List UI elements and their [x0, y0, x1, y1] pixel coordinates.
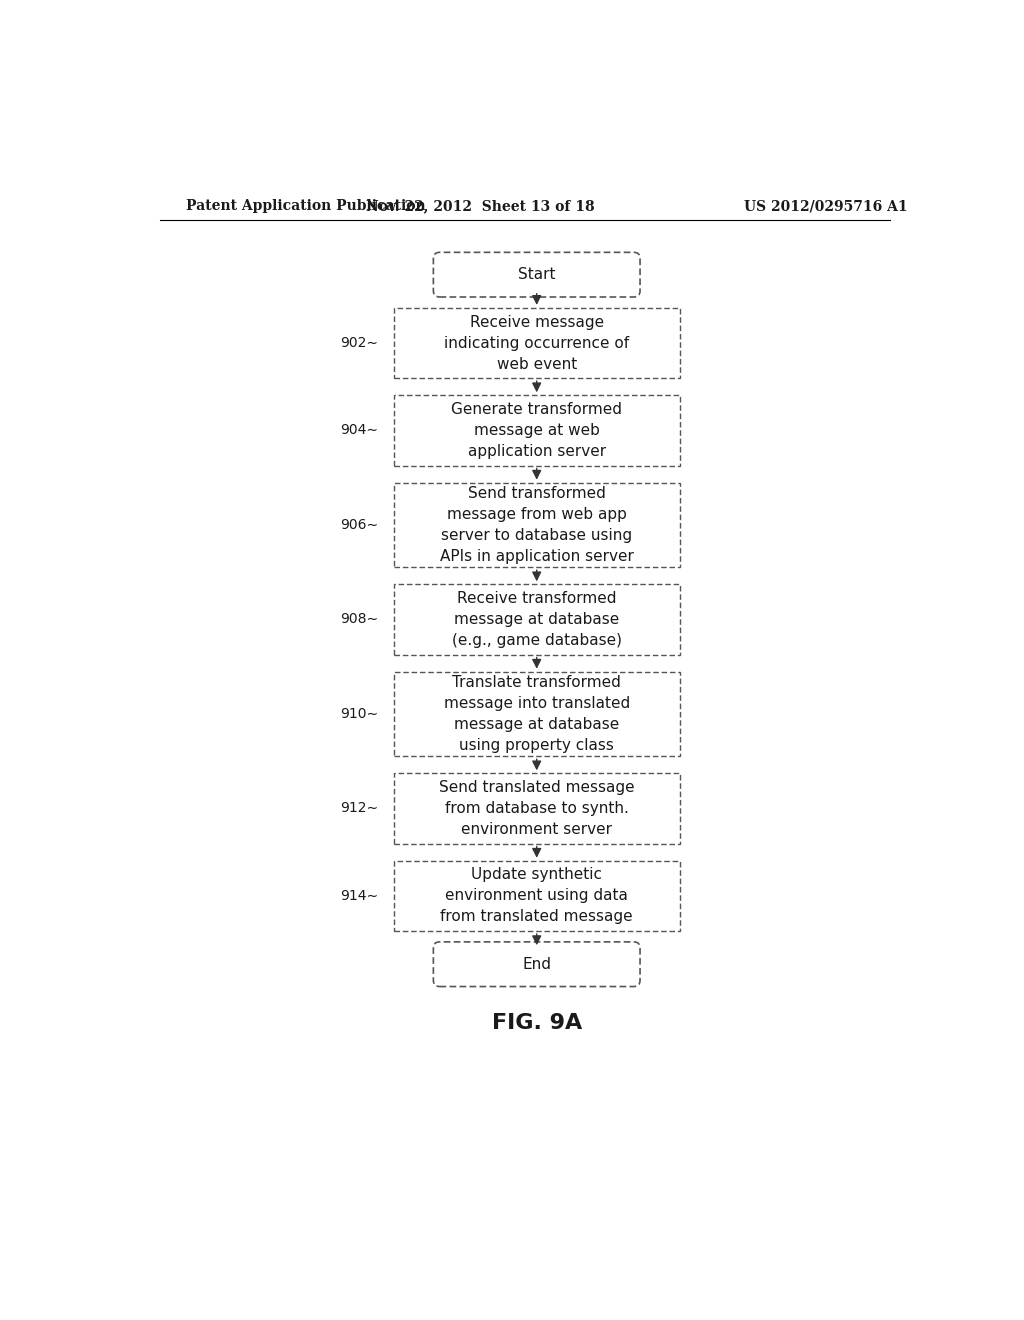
Text: 912∼: 912∼: [340, 801, 378, 816]
Text: 906∼: 906∼: [340, 517, 378, 532]
Bar: [394, 483, 680, 568]
Text: Receive message
indicating occurrence of
web event: Receive message indicating occurrence of…: [444, 314, 630, 371]
Text: 902∼: 902∼: [340, 337, 378, 350]
Text: Receive transformed
message at database
(e.g., game database): Receive transformed message at database …: [452, 591, 622, 648]
Text: US 2012/0295716 A1: US 2012/0295716 A1: [743, 199, 907, 213]
Text: Patent Application Publication: Patent Application Publication: [186, 199, 426, 213]
Text: Nov. 22, 2012  Sheet 13 of 18: Nov. 22, 2012 Sheet 13 of 18: [367, 199, 595, 213]
FancyBboxPatch shape: [433, 942, 640, 986]
Text: 914∼: 914∼: [340, 888, 378, 903]
Text: FIG. 9A: FIG. 9A: [492, 1012, 582, 1032]
FancyBboxPatch shape: [433, 252, 640, 297]
Text: Translate transformed
message into translated
message at database
using property: Translate transformed message into trans…: [443, 675, 630, 752]
Bar: [394, 672, 680, 756]
Text: 910∼: 910∼: [340, 708, 378, 721]
Text: Update synthetic
environment using data
from translated message: Update synthetic environment using data …: [440, 867, 633, 924]
Bar: [394, 308, 680, 379]
Text: 908∼: 908∼: [340, 612, 378, 627]
Text: Start: Start: [518, 267, 555, 282]
Text: Send transformed
message from web app
server to database using
APIs in applicati: Send transformed message from web app se…: [439, 486, 634, 564]
Text: 904∼: 904∼: [340, 424, 378, 437]
Text: Generate transformed
message at web
application server: Generate transformed message at web appl…: [452, 401, 623, 459]
Bar: [394, 774, 680, 843]
Text: Send translated message
from database to synth.
environment server: Send translated message from database to…: [439, 780, 635, 837]
Bar: [394, 861, 680, 931]
Text: End: End: [522, 957, 551, 972]
Bar: [394, 395, 680, 466]
Bar: [394, 585, 680, 655]
